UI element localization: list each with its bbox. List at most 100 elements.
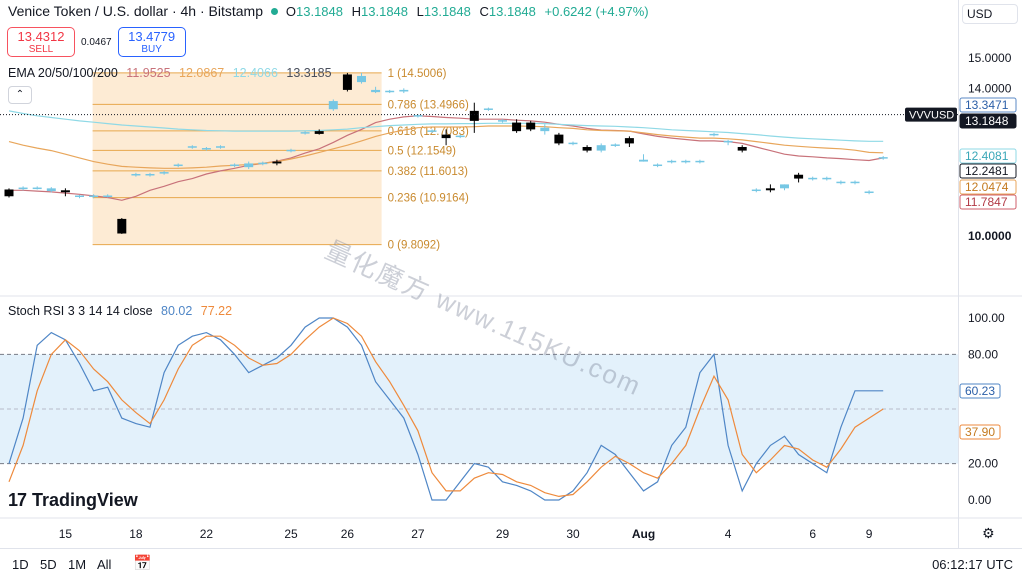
candle-body <box>512 122 522 132</box>
chevron-up-icon[interactable]: ⌃ <box>8 86 32 104</box>
fib-zone <box>92 72 382 245</box>
candle-body <box>89 195 99 198</box>
candle-body <box>582 146 592 151</box>
stoch-rsi-legend[interactable]: Stoch RSI 3 3 14 14 close 80.02 77.22 <box>8 304 237 318</box>
candle-body <box>554 134 564 144</box>
fib-level-label: 1 (14.5006) <box>388 68 447 80</box>
symbol-tag-bg <box>905 107 957 122</box>
utc-clock[interactable]: 06:12:17 UTC <box>932 557 1013 572</box>
ohlc-high-value: 13.1848 <box>361 4 409 19</box>
candle-body <box>4 189 14 197</box>
price-tag: 11.7847 <box>965 195 1008 209</box>
candle-body <box>201 148 211 150</box>
stoch-tick-label: 80.00 <box>968 347 998 361</box>
price-tag: 12.0474 <box>965 180 1009 194</box>
price-tag-bg <box>959 179 1017 195</box>
candle-body <box>596 145 606 151</box>
candle-body <box>765 188 775 191</box>
market-status-icon <box>270 8 278 16</box>
ema20-value: 11.9525 <box>126 66 171 80</box>
price-tag: 13.3471 <box>965 98 1009 112</box>
tradingview-logo[interactable]: 17 TradingView <box>8 490 138 511</box>
timeframe-1m[interactable]: 1M <box>68 557 87 572</box>
candle-body <box>455 135 465 138</box>
candle-body <box>667 160 677 163</box>
symbol-title[interactable]: Venice Token / U.S. dollar · 4h · Bitsta… <box>8 3 263 19</box>
price-tick-label: 14.0000 <box>968 81 1012 95</box>
candle-body <box>624 138 634 144</box>
time-tick-label: 4 <box>725 527 732 541</box>
candle-body <box>216 146 225 148</box>
candle-body <box>878 157 888 159</box>
fib-level-label: 0.786 (13.4966) <box>388 99 469 111</box>
stoch-rsi-label: Stoch RSI 3 3 14 14 close <box>8 304 153 318</box>
candle-body <box>681 160 691 163</box>
candle-body <box>794 174 804 179</box>
candle-body <box>610 144 620 146</box>
time-tick-label: 9 <box>866 527 873 541</box>
sell-price: 13.4312 <box>17 29 65 44</box>
candle-body <box>230 164 240 167</box>
ohlc-close-label: C <box>479 4 489 19</box>
timeframe-1d[interactable]: 1D <box>12 557 29 572</box>
candle-body <box>103 195 113 198</box>
time-tick-label: 18 <box>129 527 143 541</box>
candle-body <box>131 173 141 176</box>
ohlc-open-label: O <box>285 4 296 19</box>
price-tick-label: 10.0000 <box>968 229 1012 243</box>
candle-body <box>173 164 183 167</box>
stoch-rsi-pane <box>0 317 958 501</box>
timeframe-all[interactable]: All <box>97 557 112 572</box>
ohlc-high-label: H <box>351 4 362 19</box>
price-change: +0.6242 (+4.97%) <box>544 4 649 19</box>
candle-body <box>272 161 282 164</box>
price-tag-bg <box>959 97 1017 113</box>
currency-label: USD <box>967 7 993 21</box>
stoch-tick-label: 20.00 <box>968 457 998 471</box>
time-axis[interactable]: 15 18 22 25 26 27 29 30 Aug 4 6 9 <box>59 527 873 541</box>
buy-button[interactable]: 13.4779 BUY <box>117 27 186 57</box>
price-tag-bg <box>959 148 1017 164</box>
stoch-tick-label: 100.00 <box>968 311 1005 325</box>
time-tick-label: 27 <box>411 527 425 541</box>
candle-body <box>483 108 493 110</box>
candle-body <box>526 122 536 130</box>
time-tick-label: 30 <box>566 527 580 541</box>
sell-button[interactable]: 13.4312 SELL <box>7 27 75 57</box>
candle-body <box>737 146 747 151</box>
stoch-k-line <box>8 317 884 501</box>
ema200-value: 13.3185 <box>286 66 332 80</box>
ema-legend[interactable]: EMA 20/50/100/200 11.9525 12.0867 12.406… <box>8 66 337 80</box>
candle-body <box>751 189 761 192</box>
calendar-icon[interactable]: 📅 <box>133 555 152 572</box>
candle-body <box>159 172 169 174</box>
time-tick-label: 15 <box>59 527 73 541</box>
candle-body <box>413 115 423 117</box>
stoch-d-line <box>8 317 884 498</box>
stoch-k-tag-bg <box>959 383 1001 399</box>
candle-body <box>32 187 42 190</box>
ema50-line <box>8 125 884 169</box>
stoch-d-tag: 37.90 <box>965 425 995 439</box>
price-axis[interactable]: 15.000014.000013.000012.000011.000010.00… <box>959 51 1017 507</box>
time-tick-label: 26 <box>341 527 355 541</box>
candle-body <box>723 140 733 143</box>
stoch-k-value: 80.02 <box>161 304 193 318</box>
candle-body <box>498 120 507 122</box>
stoch-d-tag-bg <box>959 424 1001 440</box>
candle-body <box>639 159 648 162</box>
ema100-value: 12.4066 <box>232 66 278 80</box>
candle-body <box>357 75 366 83</box>
candle-body <box>314 131 324 134</box>
ema50-value: 12.0867 <box>179 66 225 80</box>
gear-icon[interactable]: ⚙ <box>982 525 995 541</box>
price-tag: 13.1848 <box>965 114 1009 128</box>
timeframe-5d[interactable]: 5D <box>40 557 57 572</box>
candle-body <box>342 74 352 90</box>
currency-selector[interactable]: USD <box>962 4 1018 24</box>
candle-body <box>300 132 310 134</box>
price-tick-label: 15.0000 <box>968 51 1012 65</box>
candle-body <box>864 191 874 194</box>
candle-body <box>568 142 578 145</box>
